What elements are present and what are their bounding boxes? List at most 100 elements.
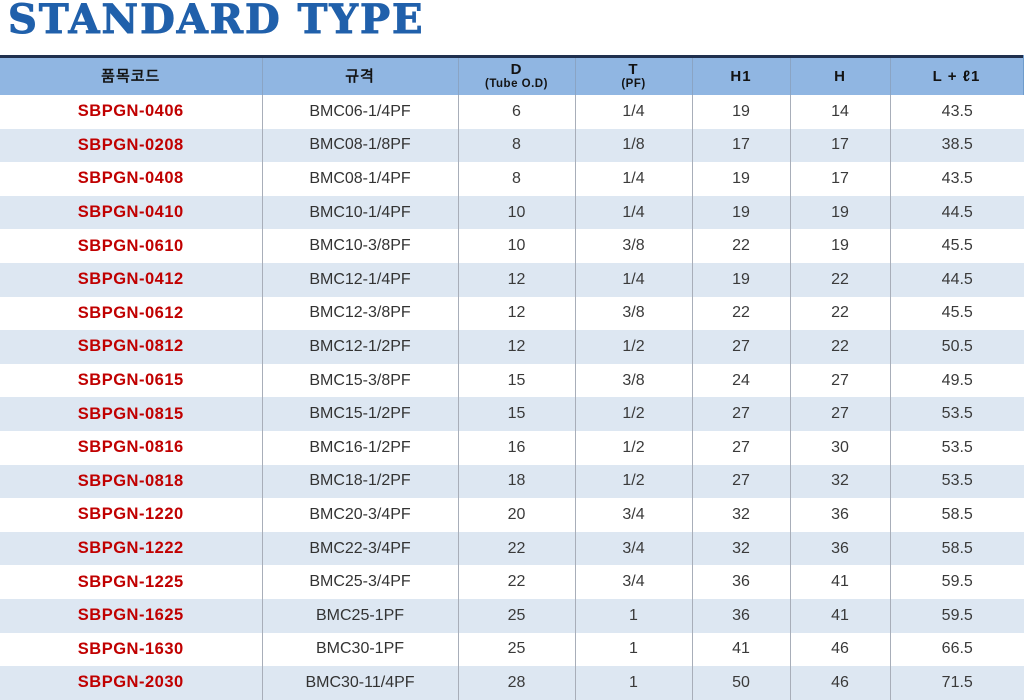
header-tube-od: D (Tube O.D) [458, 56, 576, 95]
thread-pf-cell: 3/4 [575, 498, 693, 532]
h1-cell: 41 [692, 632, 791, 667]
item-code-cell: SBPGN-1630 [0, 632, 263, 667]
h-cell: 36 [790, 531, 891, 566]
tube-od-cell: 12 [458, 262, 576, 297]
spec-cell: BMC08-1/4PF [262, 162, 459, 196]
item-code-cell: SBPGN-0816 [0, 430, 263, 465]
h1-cell: 22 [692, 296, 791, 331]
tube-od-cell: 15 [458, 363, 576, 398]
thread-pf-cell: 1/2 [575, 464, 693, 499]
h-cell: 46 [790, 632, 891, 667]
item-code-cell: SBPGN-0410 [0, 195, 263, 230]
h1-cell: 19 [692, 162, 791, 196]
l-plus-l1-cell: 45.5 [890, 229, 1024, 263]
tube-od-cell: 6 [458, 95, 576, 129]
tube-od-cell: 22 [458, 531, 576, 566]
h-cell: 19 [790, 229, 891, 263]
l-plus-l1-cell: 58.5 [890, 498, 1024, 532]
item-code-cell: SBPGN-0408 [0, 162, 263, 196]
item-code-cell: SBPGN-0812 [0, 330, 263, 364]
thread-pf-cell: 1/2 [575, 397, 693, 431]
h1-cell: 27 [692, 464, 791, 499]
spec-cell: BMC15-1/2PF [262, 397, 459, 431]
l-plus-l1-cell: 59.5 [890, 598, 1024, 633]
header-label: H1 [730, 67, 752, 85]
thread-pf-cell: 3/8 [575, 229, 693, 263]
h1-cell: 19 [692, 262, 791, 297]
header-label: D [510, 61, 523, 78]
spec-cell: BMC20-3/4PF [262, 498, 459, 532]
table-row: SBPGN-0615 BMC15-3/8PF 15 3/8 24 27 49.5 [0, 363, 1024, 398]
tube-od-cell: 10 [458, 195, 576, 230]
spec-cell: BMC30-1PF [262, 632, 459, 667]
h-cell: 46 [790, 666, 891, 700]
tube-od-cell: 12 [458, 296, 576, 331]
item-code-cell: SBPGN-1222 [0, 531, 263, 566]
l-plus-l1-cell: 53.5 [890, 464, 1024, 499]
tube-od-cell: 15 [458, 397, 576, 431]
thread-pf-cell: 1/4 [575, 262, 693, 297]
page-title: STANDARD TYPE [8, 0, 425, 44]
thread-pf-cell: 3/8 [575, 363, 693, 398]
l-plus-l1-cell: 58.5 [890, 531, 1024, 566]
tube-od-cell: 25 [458, 632, 576, 667]
h-cell: 19 [790, 195, 891, 230]
table-row: SBPGN-1220 BMC20-3/4PF 20 3/4 32 36 58.5 [0, 498, 1024, 532]
h1-cell: 36 [692, 598, 791, 633]
spec-cell: BMC12-3/8PF [262, 296, 459, 331]
tube-od-cell: 22 [458, 565, 576, 599]
thread-pf-cell: 1 [575, 666, 693, 700]
spec-cell: BMC25-3/4PF [262, 565, 459, 599]
item-code-cell: SBPGN-0610 [0, 229, 263, 263]
table-row: SBPGN-0412 BMC12-1/4PF 12 1/4 19 22 44.5 [0, 262, 1024, 297]
table-row: SBPGN-0610 BMC10-3/8PF 10 3/8 22 19 45.5 [0, 229, 1024, 263]
tube-od-cell: 20 [458, 498, 576, 532]
l-plus-l1-cell: 44.5 [890, 262, 1024, 297]
item-code-cell: SBPGN-1625 [0, 598, 263, 633]
header-l-plus-l1: L + ℓ1 [890, 56, 1024, 95]
h1-cell: 17 [692, 128, 791, 163]
h-cell: 27 [790, 397, 891, 431]
item-code-cell: SBPGN-0615 [0, 363, 263, 398]
tube-od-cell: 28 [458, 666, 576, 700]
tube-od-cell: 8 [458, 162, 576, 196]
thread-pf-cell: 1/2 [575, 330, 693, 364]
header-row: 품목코드 규격 D (Tube O.D) T (PF) H1 [0, 56, 1024, 95]
h-cell: 41 [790, 598, 891, 633]
thread-pf-cell: 3/8 [575, 296, 693, 331]
h1-cell: 32 [692, 531, 791, 566]
h-cell: 22 [790, 296, 891, 331]
h-cell: 22 [790, 330, 891, 364]
table-row: SBPGN-1630 BMC30-1PF 25 1 41 46 66.5 [0, 632, 1024, 667]
h1-cell: 19 [692, 95, 791, 129]
thread-pf-cell: 1/4 [575, 162, 693, 196]
tube-od-cell: 16 [458, 430, 576, 465]
header-sublabel: (Tube O.D) [485, 78, 548, 90]
thread-pf-cell: 1 [575, 598, 693, 633]
h-cell: 22 [790, 262, 891, 297]
item-code-cell: SBPGN-1220 [0, 498, 263, 532]
tube-od-cell: 12 [458, 330, 576, 364]
l-plus-l1-cell: 53.5 [890, 397, 1024, 431]
h1-cell: 19 [692, 195, 791, 230]
spec-cell: BMC22-3/4PF [262, 531, 459, 566]
h-cell: 17 [790, 128, 891, 163]
item-code-cell: SBPGN-0612 [0, 296, 263, 331]
h-cell: 32 [790, 464, 891, 499]
item-code-cell: SBPGN-2030 [0, 666, 263, 700]
spec-table: 품목코드 규격 D (Tube O.D) T (PF) H1 [0, 55, 1024, 700]
header-label: 규격 [345, 67, 375, 85]
h-cell: 17 [790, 162, 891, 196]
h-cell: 27 [790, 363, 891, 398]
spec-cell: BMC08-1/8PF [262, 128, 459, 163]
item-code-cell: SBPGN-0412 [0, 262, 263, 297]
thread-pf-cell: 3/4 [575, 531, 693, 566]
h1-cell: 24 [692, 363, 791, 398]
l-plus-l1-cell: 59.5 [890, 565, 1024, 599]
l-plus-l1-cell: 45.5 [890, 296, 1024, 331]
h1-cell: 27 [692, 430, 791, 465]
header-h: H [790, 56, 891, 95]
header-label: L + ℓ1 [932, 67, 981, 85]
item-code-cell: SBPGN-0815 [0, 397, 263, 431]
table-row: SBPGN-0816 BMC16-1/2PF 16 1/2 27 30 53.5 [0, 430, 1024, 465]
